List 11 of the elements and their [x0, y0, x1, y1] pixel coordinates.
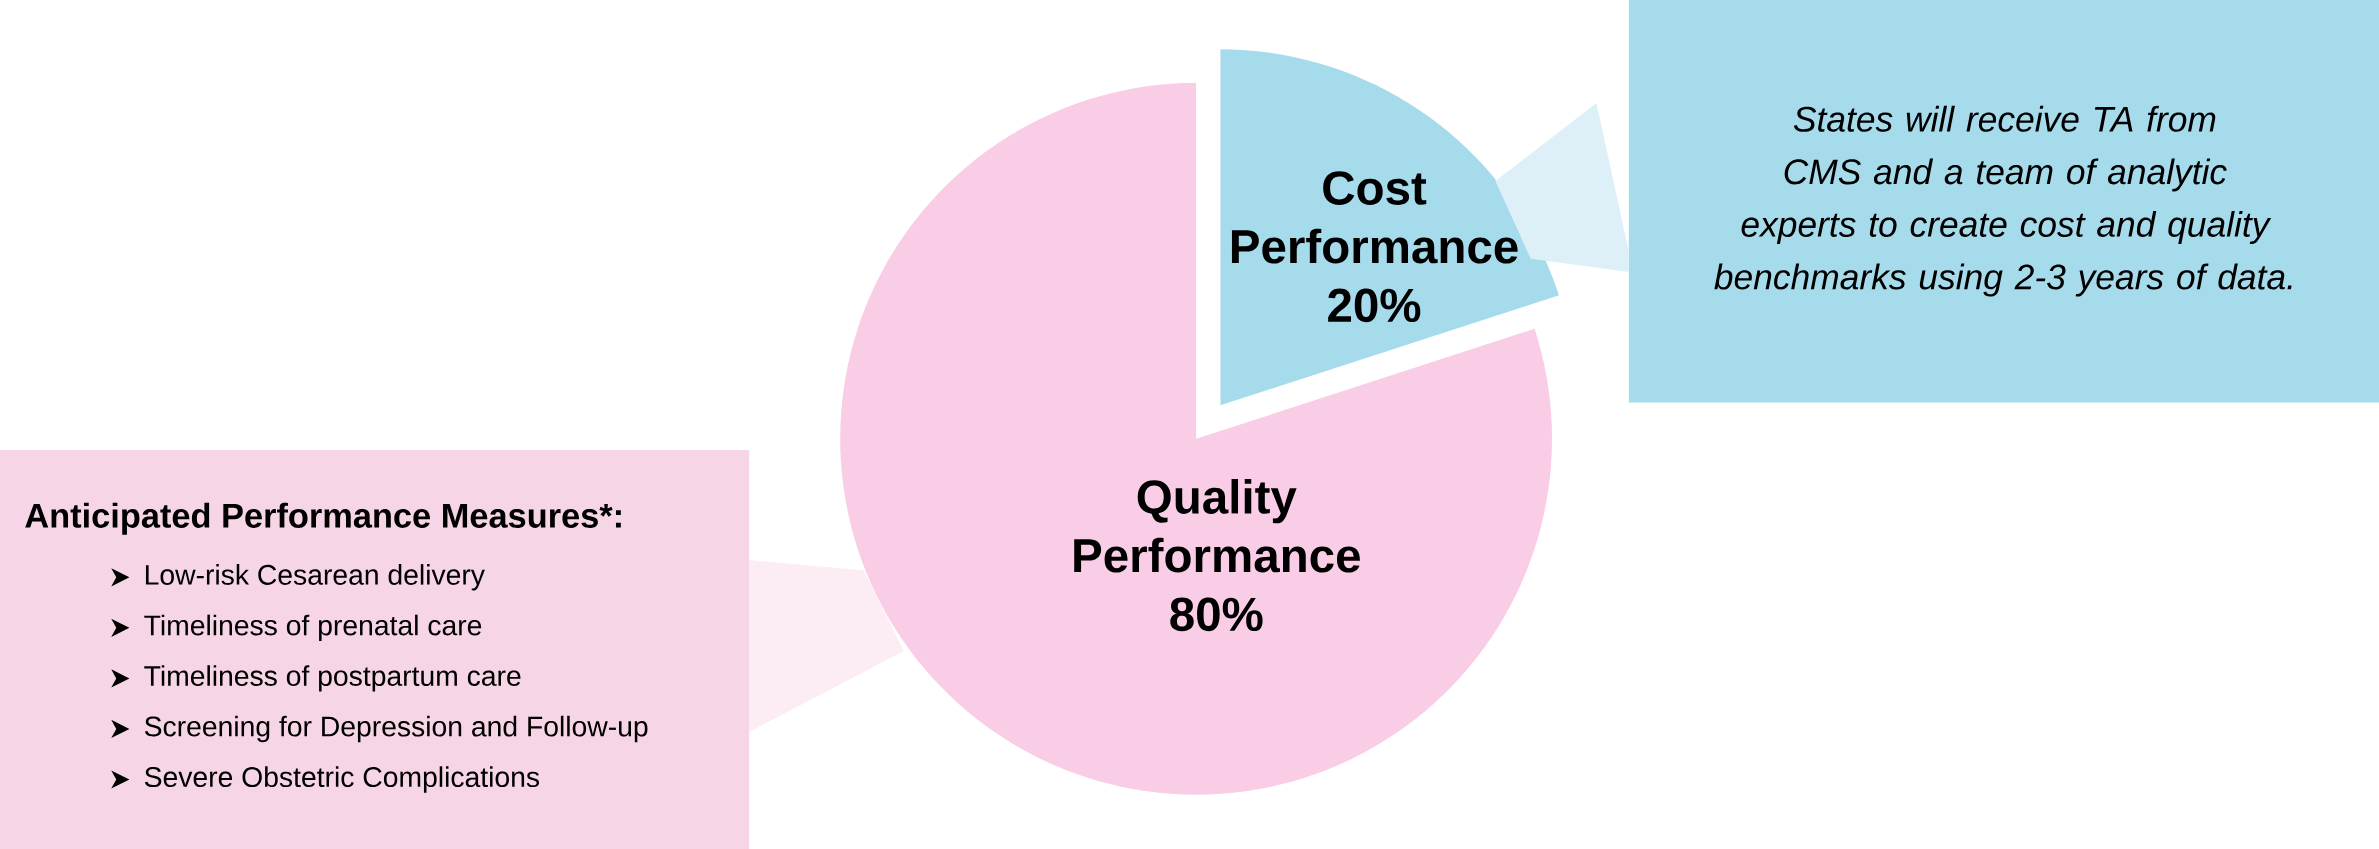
data-label: 20% [1328, 288, 1421, 323]
slice-label: Quality Performance [1074, 478, 1360, 573]
text: Timeliness of postpartum care [144, 665, 521, 692]
text: Low-risk Cesarean delivery [145, 563, 485, 591]
text: Screening for Depression and Follow-up [144, 715, 648, 743]
data-label: 80% [1170, 597, 1263, 632]
slice-label: Cost Performance [1231, 171, 1518, 264]
text: Timeliness of prenatal care [144, 614, 482, 641]
text: States will receive TA from CMS and a team of analytic experts to create cost and quality benchmarks using 2-3 years of data. [1714, 105, 2292, 297]
text: Anticipated Performance Measures*: [25, 502, 621, 535]
text: Severe Obstetric Complications [144, 766, 540, 793]
